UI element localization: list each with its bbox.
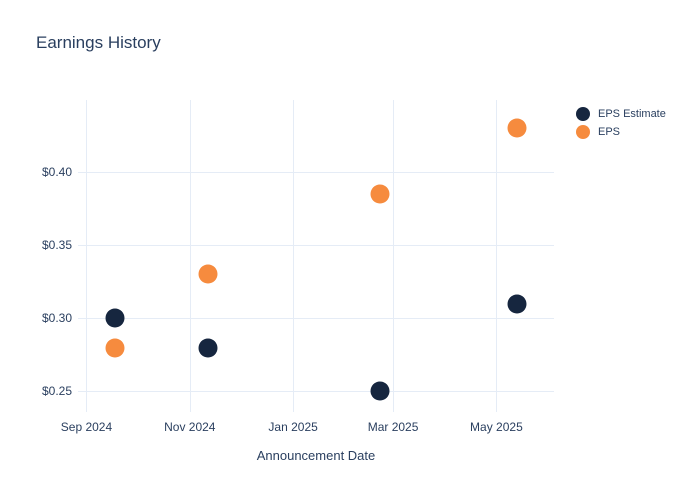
data-point-eps[interactable]: [198, 264, 218, 284]
x-gridline: [393, 100, 395, 412]
x-tick-label: May 2025: [470, 420, 523, 434]
x-tick-label: Mar 2025: [367, 420, 419, 434]
legend-label: EPS: [598, 126, 621, 138]
x-tick-label: Sep 2024: [60, 420, 113, 434]
data-point-eps-estimate[interactable]: [198, 338, 218, 358]
y-tick-label: $0.25: [41, 384, 72, 399]
legend-item-eps-estimate[interactable]: EPS Estimate: [576, 105, 666, 123]
data-point-eps[interactable]: [105, 338, 125, 358]
data-point-eps[interactable]: [370, 184, 390, 204]
y-gridline: [78, 245, 554, 246]
data-point-eps-estimate[interactable]: [105, 308, 125, 328]
y-gridline: [78, 318, 554, 320]
legend-item-eps[interactable]: EPS: [576, 123, 666, 141]
y-tick-label: $0.35: [41, 238, 72, 252]
x-gridline: [189, 100, 191, 412]
data-point-eps-estimate[interactable]: [370, 381, 390, 401]
x-tick-label: Jan 2025: [268, 420, 318, 434]
data-point-eps-estimate[interactable]: [507, 294, 527, 314]
y-gridline: [78, 391, 554, 393]
legend-marker-icon: [576, 107, 590, 121]
legend-marker-icon: [576, 125, 590, 139]
y-tick-label: $0.30: [41, 311, 72, 326]
chart-title: Earnings History: [36, 33, 161, 52]
y-gridline: [78, 171, 554, 173]
x-tick-label: Nov 2024: [164, 420, 216, 434]
x-gridline: [293, 100, 295, 412]
plot-area[interactable]: [78, 100, 554, 412]
y-tick-label: $0.40: [41, 164, 72, 179]
legend: EPS Estimate EPS: [576, 105, 666, 141]
x-gridline: [86, 100, 88, 412]
data-point-eps[interactable]: [507, 118, 527, 138]
x-axis-title: Announcement Date: [256, 448, 376, 463]
x-gridline: [496, 100, 498, 412]
legend-label: EPS Estimate: [598, 108, 666, 120]
